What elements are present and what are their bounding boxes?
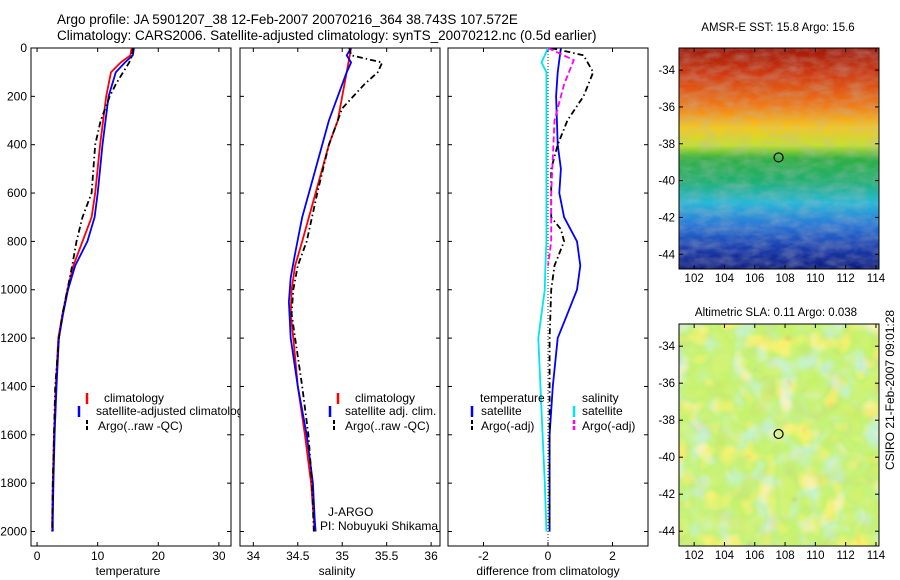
y-tick-label: 1000 — [0, 283, 27, 297]
legend-label: climatology — [104, 391, 164, 405]
sst-map-panel: AMSR-E SST: 15.8 Argo: 15.6 102 104 106 108… — [658, 22, 885, 285]
y-tick-label: -40 — [658, 176, 675, 188]
salinity-axes — [239, 47, 441, 547]
annotation-jargo: J-ARGO — [328, 505, 373, 519]
y-tick-label: -40 — [658, 452, 675, 464]
temperature-axes — [30, 47, 232, 547]
y-tick-label: 600 — [7, 186, 27, 200]
y-tick-label: -42 — [658, 489, 675, 501]
difference-xlabel: difference from climatology — [476, 564, 619, 578]
sla-map-frame — [678, 323, 880, 547]
y-tick-label: 0 — [20, 41, 27, 55]
y-tick-label: -38 — [658, 415, 675, 427]
x-tick-label: 108 — [775, 273, 794, 285]
legend-label: satellite — [582, 404, 623, 418]
sla-heatmap — [679, 324, 879, 546]
x-tick-label: 102 — [685, 273, 704, 285]
x-tick-label: 114 — [867, 550, 886, 562]
difference-panel: -2 0 2 difference from climatology tempera… — [447, 47, 649, 578]
title-line-1: Argo profile: JA 5901207_38 12-Feb-2007 … — [57, 12, 518, 27]
legend-label: climatology — [355, 391, 415, 405]
legend-label: Argo(..raw -QC) — [345, 419, 430, 433]
y-tick-label: 1400 — [0, 379, 27, 393]
x-tick-label: 112 — [836, 550, 854, 562]
legend-label: satellite-adjusted climatolog — [96, 404, 243, 418]
x-tick-label: 110 — [806, 550, 824, 562]
temperature-xlabel: temperature — [96, 564, 161, 578]
y-tick-label: 1200 — [0, 331, 27, 345]
x-tick-label: 34 — [247, 549, 261, 563]
temperature-legend: climatology satellite-adjusted climatolo… — [77, 391, 243, 433]
y-tick-label: -36 — [658, 378, 675, 390]
x-tick-label: -2 — [478, 549, 489, 563]
sst-map-frame — [678, 47, 880, 270]
y-tick-label: 1600 — [0, 428, 27, 442]
series-line-argo-adj — [548, 48, 595, 532]
y-tick-label: 2000 — [0, 524, 27, 538]
salinity-panel: 34 34.5 35 35.5 36 salinity climatology sate… — [239, 47, 441, 578]
annotation-pi: PI: Nobuyuki Shikama — [320, 519, 438, 533]
y-tick-label: 800 — [7, 234, 27, 248]
series-line-climatology — [289, 48, 352, 532]
x-tick-label: 102 — [685, 550, 704, 562]
x-tick-label: 112 — [836, 273, 854, 285]
sst-heatmap — [679, 48, 879, 269]
y-tick-label: -44 — [658, 526, 675, 538]
y-tick-label: -36 — [658, 102, 675, 114]
y-tick-label: -34 — [658, 341, 675, 353]
x-tick-label: 35 — [336, 549, 350, 563]
salinity-legend: climatology satellite adj. clim. Argo(..… — [328, 391, 436, 433]
x-tick-label: 30 — [212, 549, 226, 563]
series-line-argo-raw-qc — [290, 48, 384, 532]
x-tick-label: 0 — [545, 549, 552, 563]
legend-label: Argo(..raw -QC) — [98, 419, 183, 433]
temperature-panel: 0 10 20 30 0 200 400 600 800 1000 1200 1400 1600 1800… — [0, 41, 243, 578]
x-tick-label: 36 — [424, 549, 438, 563]
x-tick-label: 108 — [775, 550, 794, 562]
series-line-satellite — [548, 48, 582, 532]
y-tick-label: -34 — [658, 65, 675, 77]
legend-label: satellite adj. clim. — [345, 404, 436, 418]
legend-label: Argo(-adj) — [481, 419, 534, 433]
legend-header-salinity: salinity — [582, 391, 619, 405]
x-tick-label: 104 — [715, 273, 735, 285]
credit-timestamp: CSIRO 21-Feb-2007 09:01:28 — [883, 310, 897, 470]
x-tick-label: 34.5 — [286, 549, 310, 563]
y-tick-label: 400 — [7, 138, 27, 152]
legend-label: Argo(-adj) — [582, 419, 635, 433]
x-tick-label: 0 — [34, 549, 41, 563]
y-tick-label: -44 — [658, 249, 675, 261]
x-tick-label: 35.5 — [375, 549, 399, 563]
x-tick-label: 110 — [806, 273, 824, 285]
sla-map-title: Altimetric SLA: 0.11 Argo: 0.038 — [695, 307, 857, 319]
legend-label: satellite — [481, 404, 522, 418]
legend-header-temperature: temperature — [480, 391, 545, 405]
difference-legend: temperature salinity satellite Argo(-adj… — [470, 391, 635, 433]
argo-float-marker — [773, 428, 784, 440]
title-line-2: Climatology: CARS2006. Satellite-adjuste… — [57, 28, 597, 43]
y-tick-label: 1800 — [0, 476, 27, 490]
salinity-xlabel: salinity — [319, 564, 356, 578]
series-line-satellite-adj-clim — [287, 48, 353, 532]
x-tick-label: 106 — [745, 550, 764, 562]
y-tick-label: 200 — [7, 89, 27, 103]
argo-float-marker — [773, 152, 784, 163]
sst-map-title: AMSR-E SST: 15.8 Argo: 15.6 — [701, 22, 854, 34]
x-tick-label: 10 — [91, 549, 105, 563]
x-tick-label: 106 — [745, 273, 764, 285]
series-line-argo-adj — [547, 48, 575, 266]
x-tick-label: 20 — [152, 549, 166, 563]
series-line-argo-raw-qc — [51, 48, 134, 532]
x-tick-label: 104 — [715, 550, 735, 562]
x-tick-label: 2 — [609, 549, 616, 563]
y-tick-label: -38 — [658, 139, 675, 151]
x-tick-label: 114 — [867, 273, 886, 285]
y-tick-label: -42 — [658, 212, 675, 224]
series-line-satellite — [537, 48, 549, 532]
sla-map-panel: Altimetric SLA: 0.11 Argo: 0.038 102 104 1… — [658, 307, 885, 562]
